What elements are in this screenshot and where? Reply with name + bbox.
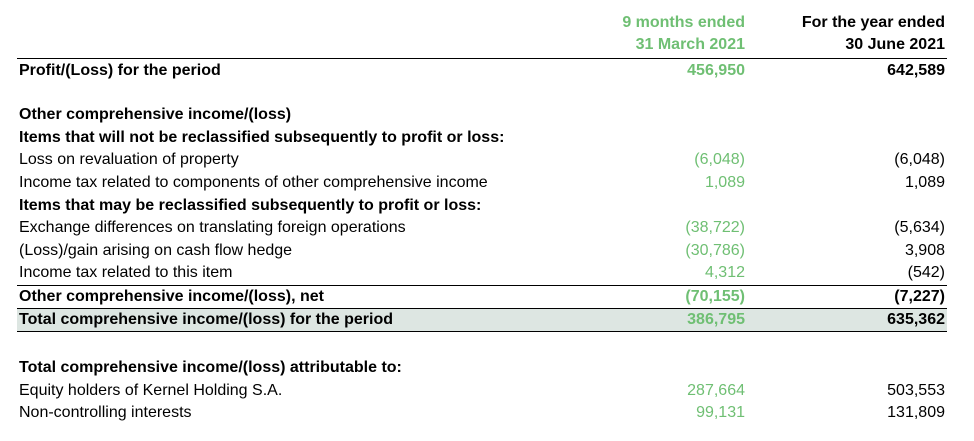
table-row: (Loss)/gain arising on cash flow hedge (… — [0, 240, 974, 262]
table-row-profit: Profit/(Loss) for the period 456,950 642… — [0, 60, 974, 82]
total-bottom-rule — [17, 331, 947, 332]
row-value-9m: 287,664 — [687, 382, 745, 399]
row-label: Exchange differences on translating fore… — [19, 219, 406, 236]
row-value-9m: 4,312 — [704, 264, 745, 281]
table-row: Equity holders of Kernel Holding S.A. 28… — [0, 380, 974, 402]
row-label: Profit/(Loss) for the period — [19, 62, 221, 79]
row-value-9m: 99,131 — [696, 404, 745, 421]
row-label: Items that may be reclassified subsequen… — [19, 197, 482, 214]
row-value-9m: (30,786) — [685, 242, 745, 259]
section-heading-not-reclassified: Items that will not be reclassified subs… — [0, 127, 974, 149]
column-header-full-year-line1: For the year ended — [801, 14, 945, 31]
table-row-oci-net: Other comprehensive income/(loss), net (… — [0, 286, 974, 308]
table-row: Income tax related to components of othe… — [0, 172, 974, 194]
table-row-total: Total comprehensive income/(loss) for th… — [0, 309, 974, 331]
total-row-shading — [17, 309, 947, 331]
section-heading-attributable: Total comprehensive income/(loss) attrib… — [0, 357, 974, 379]
row-value-year: 131,809 — [887, 404, 945, 421]
table-row: Income tax related to this item 4,312 (5… — [0, 262, 974, 284]
section-heading-oci: Other comprehensive income/(loss) — [0, 104, 974, 126]
row-value-year: (542) — [907, 264, 945, 281]
row-label: Non-controlling interests — [19, 404, 192, 421]
row-label: Income tax related to this item — [19, 264, 233, 281]
row-value-9m: (70,155) — [685, 288, 745, 305]
column-header-9-months: 9 months ended 31 March 2021 — [622, 12, 745, 56]
row-value-year: (6,048) — [894, 151, 945, 168]
subtotal-top-rule — [17, 285, 947, 286]
row-label: Items that will not be reclassified subs… — [19, 129, 505, 146]
row-value-year: 635,362 — [887, 311, 945, 328]
row-value-year: 503,553 — [887, 382, 945, 399]
row-value-9m: 386,795 — [687, 311, 745, 328]
row-value-year: (7,227) — [894, 288, 945, 305]
row-value-9m: (38,722) — [685, 219, 745, 236]
row-label: Equity holders of Kernel Holding S.A. — [19, 382, 283, 399]
table-row: Non-controlling interests 99,131 131,809 — [0, 402, 974, 424]
row-value-year: 1,089 — [904, 174, 945, 191]
header-rule — [17, 58, 947, 59]
row-value-9m: (6,048) — [694, 151, 745, 168]
row-value-year: 642,589 — [887, 62, 945, 79]
row-value-9m: 1,089 — [704, 174, 745, 191]
row-value-year: (5,634) — [894, 219, 945, 236]
row-value-9m: 456,950 — [687, 62, 745, 79]
row-label: Total comprehensive income/(loss) attrib… — [19, 359, 402, 376]
total-top-rule — [17, 308, 947, 309]
table-row: Exchange differences on translating fore… — [0, 217, 974, 239]
column-header-9-months-line1: 9 months ended — [622, 14, 745, 31]
row-value-year: 3,908 — [904, 242, 945, 259]
column-header-full-year-line2: 30 June 2021 — [845, 36, 945, 53]
section-heading-reclassified: Items that may be reclassified subsequen… — [0, 195, 974, 217]
table-row: Loss on revaluation of property (6,048) … — [0, 149, 974, 171]
row-label: Other comprehensive income/(loss), net — [19, 288, 324, 305]
row-label: (Loss)/gain arising on cash flow hedge — [19, 242, 293, 259]
column-header-full-year: For the year ended 30 June 2021 — [802, 12, 945, 56]
row-label: Other comprehensive income/(loss) — [19, 106, 292, 123]
row-label: Income tax related to components of othe… — [19, 174, 488, 191]
row-label: Total comprehensive income/(loss) for th… — [19, 311, 393, 328]
column-header-9-months-line2: 31 March 2021 — [635, 36, 745, 53]
row-label: Loss on revaluation of property — [19, 151, 239, 168]
